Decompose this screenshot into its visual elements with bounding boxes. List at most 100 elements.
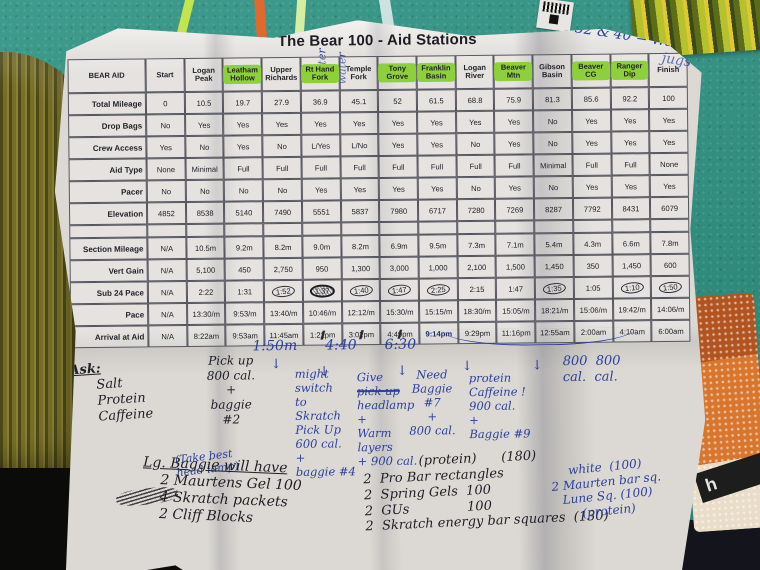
cell-value: No bbox=[160, 120, 171, 130]
cell-value: Yes bbox=[314, 119, 327, 129]
table-cell: Yes bbox=[417, 133, 456, 155]
cell-value: L/No bbox=[351, 140, 368, 150]
table-cell: No bbox=[263, 135, 302, 157]
cell-value: 15:30/m bbox=[386, 307, 414, 317]
station-header: Finish bbox=[649, 53, 688, 87]
cell-value: 2,750 bbox=[273, 264, 293, 274]
table-cell: 8287 bbox=[534, 198, 573, 220]
table-cell: 1:35 bbox=[535, 277, 574, 299]
cell-value: Full bbox=[508, 161, 521, 171]
table-cell bbox=[263, 223, 302, 236]
table-cell: 7.1m bbox=[496, 233, 535, 255]
cell-value: 75.9 bbox=[506, 95, 522, 105]
cell-value: Yes bbox=[430, 139, 444, 149]
table-cell: 6079 bbox=[650, 197, 689, 219]
cell-value: Full bbox=[314, 163, 328, 173]
row-label bbox=[69, 224, 147, 238]
cell-value: No bbox=[547, 116, 558, 126]
cell-value: 18:30/m bbox=[463, 306, 492, 316]
note-line: Need bbox=[416, 367, 448, 382]
cell-value: 600 bbox=[663, 260, 677, 270]
table-cell bbox=[496, 220, 535, 233]
note-line: Warm bbox=[357, 425, 392, 441]
station-header: Logan Peak bbox=[184, 58, 223, 92]
cell-value: 2,100 bbox=[467, 262, 487, 272]
table-cell: No bbox=[533, 110, 572, 132]
station-name-highlighted: Leatham Hollow bbox=[225, 66, 260, 83]
table-cell: Yes bbox=[340, 178, 379, 200]
row-label: Drop Bags bbox=[68, 114, 146, 137]
table-cell: 7269 bbox=[495, 198, 534, 220]
note-line: Baggie bbox=[411, 381, 453, 396]
cell-value: 19.7 bbox=[235, 97, 251, 108]
down-arrow-icon bbox=[532, 358, 543, 374]
cell-value: N/A bbox=[160, 243, 174, 253]
table-cell: 1:10 bbox=[612, 276, 651, 298]
cell-value: Yes bbox=[391, 118, 405, 128]
station-header: Logan River bbox=[455, 55, 494, 89]
table-cell bbox=[457, 221, 496, 234]
station-header: Franklin Basin bbox=[417, 55, 456, 89]
cell-value: 100 bbox=[662, 93, 675, 103]
cell-value: 7.8m bbox=[661, 238, 679, 248]
table-cell bbox=[612, 219, 651, 232]
cell-value: 15:15/m bbox=[424, 306, 453, 317]
table-cell bbox=[225, 223, 264, 236]
cell-value: Yes bbox=[275, 119, 288, 129]
table-cell: 1:52 bbox=[264, 280, 303, 302]
cell-value: 1,500 bbox=[505, 261, 526, 272]
station-name-highlighted: Beaver Mtn bbox=[496, 63, 531, 80]
table-cell: Minimal bbox=[534, 154, 573, 176]
table-cell: 12:12/m bbox=[342, 301, 381, 323]
cell-value: Minimal bbox=[191, 164, 218, 174]
table-cell: 1:37 bbox=[303, 279, 342, 301]
table-cell: Full bbox=[379, 156, 418, 178]
table-cell: Full bbox=[572, 154, 611, 176]
table-cell: 27.9 bbox=[262, 91, 301, 113]
cell-value: 1,300 bbox=[351, 263, 371, 273]
table-cell: 2:22 bbox=[186, 281, 225, 303]
row-label: Vert Gain bbox=[70, 259, 148, 282]
cell-value: No bbox=[277, 141, 287, 151]
table-cell: 7.3m bbox=[457, 234, 496, 256]
cell-value: Yes bbox=[236, 141, 250, 151]
note-line: headlamp bbox=[357, 397, 415, 413]
cell-value: 1:10 bbox=[620, 281, 644, 294]
cell-value: 9:53/m bbox=[233, 308, 257, 319]
table-cell: L/No bbox=[340, 134, 379, 156]
table-cell: 0 bbox=[146, 92, 185, 114]
cell-value: 15:05/m bbox=[502, 305, 530, 316]
table-cell: 15:15/m bbox=[419, 300, 458, 322]
cell-value: 2:22 bbox=[198, 287, 214, 297]
table-cell: 8.2m bbox=[341, 235, 380, 257]
cell-value: No bbox=[547, 138, 558, 148]
packet-text: h bbox=[693, 452, 760, 503]
station-name: Start bbox=[156, 70, 174, 80]
station-name: Logan Peak bbox=[192, 65, 215, 83]
table-cell: 600 bbox=[651, 254, 690, 276]
table-cell bbox=[418, 221, 457, 234]
cell-value: 1,450 bbox=[622, 260, 642, 270]
cell-value: 1:52 bbox=[272, 284, 296, 297]
table-cell: 81.3 bbox=[533, 88, 572, 110]
table-cell: No bbox=[185, 136, 224, 158]
table-cell: 2:15 bbox=[458, 278, 497, 300]
cell-value: 19:42/m bbox=[618, 304, 646, 315]
cell-value: Yes bbox=[662, 115, 676, 125]
table-cell: None bbox=[650, 153, 689, 175]
cell-value: 8431 bbox=[622, 203, 640, 213]
cell-value: 1,450 bbox=[544, 261, 564, 271]
cell-value: 36.9 bbox=[312, 97, 328, 107]
cell-value: None bbox=[156, 164, 176, 174]
table-cell: 5837 bbox=[341, 200, 380, 222]
cell-value: Yes bbox=[236, 119, 250, 129]
table-cell: Yes bbox=[301, 112, 340, 134]
table-cell: Full bbox=[456, 155, 495, 177]
station-header: Beaver CG bbox=[571, 54, 610, 88]
table-cell: 18:30/m bbox=[458, 300, 497, 322]
cell-value: Minimal bbox=[539, 160, 567, 170]
note-line: + bbox=[295, 450, 306, 465]
table-cell: 75.9 bbox=[494, 88, 533, 110]
ask-note: Ask: Salt Protein Caffeine bbox=[69, 358, 154, 426]
cell-value: 7490 bbox=[274, 207, 292, 217]
